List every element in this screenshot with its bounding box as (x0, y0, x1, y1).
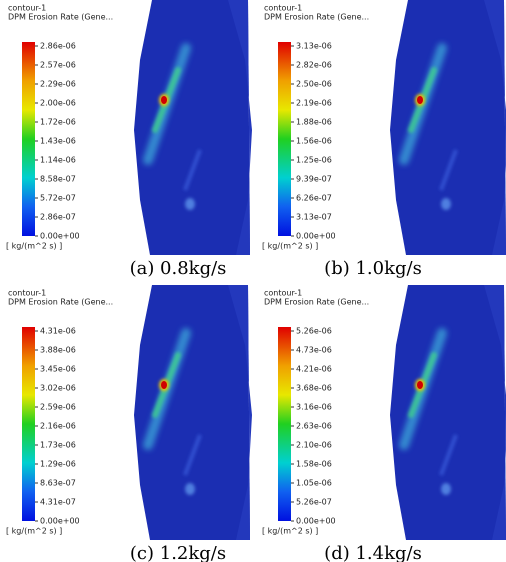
tick-label: 1.25e-06 (296, 156, 332, 165)
caption: (c) 1.2kg/s (130, 543, 226, 562)
tick-label: 2.50e-06 (296, 80, 332, 89)
tick-label: 2.10e-06 (296, 441, 332, 450)
tick-label: 1.58e-06 (296, 460, 332, 469)
tick-label: 2.57e-06 (40, 61, 76, 70)
color-bar (278, 42, 291, 236)
tick-label: 2.00e-06 (40, 99, 76, 108)
unit-label: [ kg/(m^2 s) ] (262, 242, 318, 251)
tick-label: 1.88e-06 (296, 118, 332, 127)
tick-label: 2.63e-06 (296, 422, 332, 431)
tick-label: 3.02e-06 (40, 384, 76, 393)
tick-label: 0.00e+00 (40, 517, 80, 526)
color-bar (22, 42, 35, 236)
tick-label: 3.13e-07 (296, 213, 332, 222)
tick-label: 1.43e-06 (40, 137, 76, 146)
tick-label: 8.63e-07 (40, 479, 76, 488)
unit-label: [ kg/(m^2 s) ] (6, 242, 62, 251)
legend-subtitle: DPM Erosion Rate (Gene... (264, 298, 369, 307)
tick-label: 3.68e-06 (296, 384, 332, 393)
tick-label: 2.16e-06 (40, 422, 76, 431)
tick-label: 2.86e-06 (40, 42, 76, 51)
tick-label: 1.72e-06 (40, 118, 76, 127)
tick-label: 3.88e-06 (40, 346, 76, 355)
legend-subtitle: DPM Erosion Rate (Gene... (264, 13, 369, 22)
caption: (a) 0.8kg/s (130, 258, 227, 279)
tick-label: 1.29e-06 (40, 460, 76, 469)
contour-image (390, 0, 506, 255)
tick-label: 4.31e-07 (40, 498, 76, 507)
tick-label: 0.00e+00 (296, 517, 336, 526)
tick-label: 5.26e-07 (296, 498, 332, 507)
tick-label: 2.29e-06 (40, 80, 76, 89)
tick-label: 8.58e-07 (40, 175, 76, 184)
tick-label: 1.73e-06 (40, 441, 76, 450)
legend-title: contour-1 (264, 4, 302, 13)
tick-label: 5.26e-06 (296, 327, 332, 336)
tick-label: 4.31e-06 (40, 327, 76, 336)
tick-label: 3.13e-06 (296, 42, 332, 51)
tick-label: 3.16e-06 (296, 403, 332, 412)
contour-image (390, 285, 506, 540)
caption: (d) 1.4kg/s (324, 543, 422, 562)
contour-image (134, 285, 252, 540)
tick-label: 6.26e-07 (296, 194, 332, 203)
tick-label: 1.56e-06 (296, 137, 332, 146)
tick-label: 1.05e-06 (296, 479, 332, 488)
tick-label: 2.82e-06 (296, 61, 332, 70)
tick-label: 4.21e-06 (296, 365, 332, 374)
contour-image (134, 0, 252, 255)
tick-label: 9.39e-07 (296, 175, 332, 184)
unit-label: [ kg/(m^2 s) ] (6, 527, 62, 536)
unit-label: [ kg/(m^2 s) ] (262, 527, 318, 536)
tick-label: 2.86e-07 (40, 213, 76, 222)
tick-label: 2.59e-06 (40, 403, 76, 412)
caption: (b) 1.0kg/s (324, 258, 422, 279)
tick-label: 4.73e-06 (296, 346, 332, 355)
tick-label: 1.14e-06 (40, 156, 76, 165)
tick-label: 5.72e-07 (40, 194, 76, 203)
tick-label: 3.45e-06 (40, 365, 76, 374)
color-bar (22, 327, 35, 521)
tick-label: 2.19e-06 (296, 99, 332, 108)
legend-title: contour-1 (8, 289, 46, 298)
legend-subtitle: DPM Erosion Rate (Gene... (8, 13, 113, 22)
legend-subtitle: DPM Erosion Rate (Gene... (8, 298, 113, 307)
legend-title: contour-1 (8, 4, 46, 13)
legend-title: contour-1 (264, 289, 302, 298)
tick-label: 0.00e+00 (296, 232, 336, 241)
tick-label: 0.00e+00 (40, 232, 80, 241)
color-bar (278, 327, 291, 521)
